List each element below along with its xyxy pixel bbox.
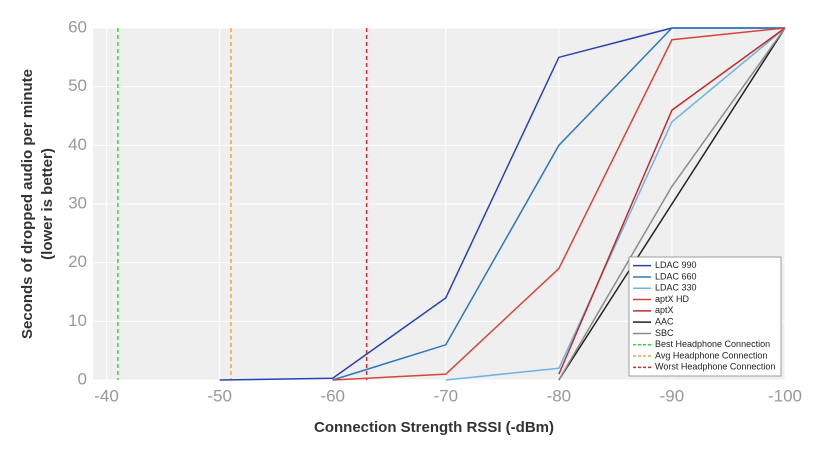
x-tick-label: -70 <box>433 386 458 405</box>
x-tick-label: -50 <box>207 386 232 405</box>
y-tick-label: 50 <box>68 76 87 95</box>
y-tick-label: 20 <box>68 252 87 271</box>
legend-label: SBC <box>655 328 674 338</box>
x-tick-label: -80 <box>547 386 572 405</box>
y-axis-title: (lower is better) <box>39 148 56 260</box>
legend-box <box>628 256 782 377</box>
series-line <box>558 27 786 381</box>
y-tick-label: 10 <box>68 311 87 330</box>
y-tick-label: 40 <box>68 135 87 154</box>
y-tick-label: 0 <box>78 369 87 388</box>
legend-label: aptX HD <box>655 294 690 304</box>
legend-label: Best Headphone Connection <box>655 339 770 349</box>
x-axis-title: Connection Strength RSSI (-dBm) <box>314 419 554 436</box>
legend-label: AAC <box>655 317 674 327</box>
y-tick-label: 30 <box>68 193 87 212</box>
y-axis-title: Seconds of dropped audio per minute <box>19 69 36 339</box>
series-line <box>558 27 786 381</box>
x-tick-label: -40 <box>94 386 119 405</box>
x-tick-label: -60 <box>320 386 345 405</box>
legend-label: aptX <box>655 305 674 315</box>
legend-label: LDAC 660 <box>655 271 697 281</box>
legend-label: LDAC 990 <box>655 260 697 270</box>
legend-label: Avg Headphone Connection <box>655 350 767 360</box>
x-tick-label: -100 <box>768 386 802 405</box>
x-tick-label: -90 <box>660 386 685 405</box>
series-line <box>558 27 786 375</box>
y-tick-label: 60 <box>68 17 87 36</box>
series-line <box>332 27 786 381</box>
series-line <box>332 27 785 381</box>
legend-label: Worst Headphone Connection <box>655 362 775 372</box>
legend-label: LDAC 330 <box>655 283 697 293</box>
series-line <box>445 27 786 381</box>
